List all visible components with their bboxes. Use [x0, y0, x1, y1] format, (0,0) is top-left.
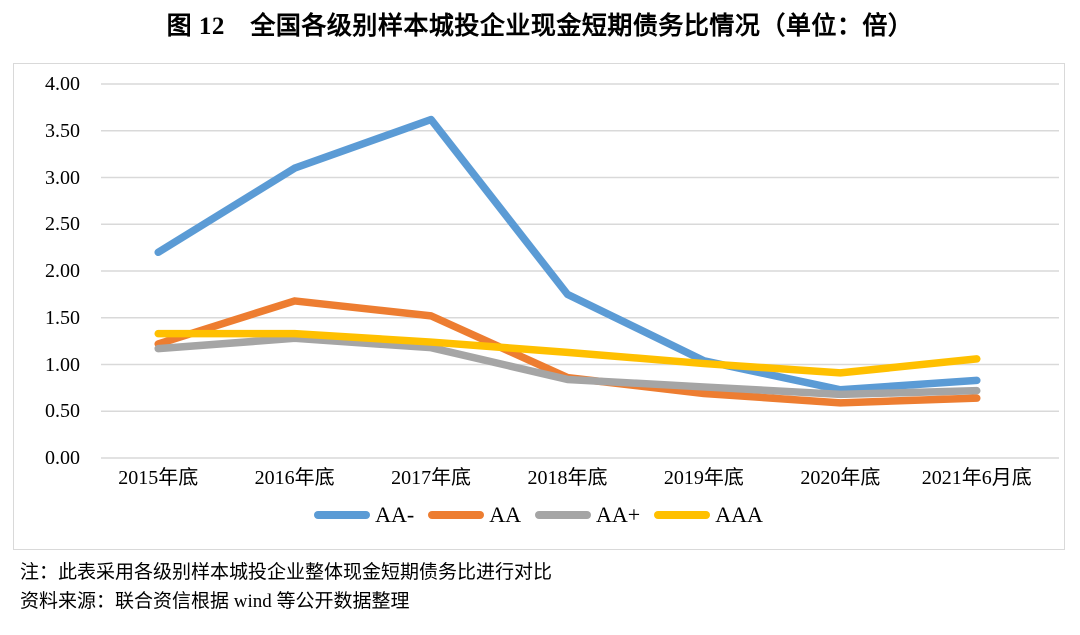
- line-chart: [101, 83, 1059, 459]
- legend-item: AA: [428, 502, 521, 528]
- x-tick-label: 2018年底: [527, 467, 608, 489]
- legend-swatch-icon: [314, 511, 371, 519]
- x-tick-label: 2020年底: [800, 467, 881, 489]
- series-line-aa-minus: [154, 115, 981, 394]
- chart-legend: AA- AA AA+ AAA: [14, 502, 1063, 528]
- legend-label: AA: [489, 502, 522, 527]
- legend-swatch-icon: [535, 511, 592, 519]
- x-tick-label: 2017年底: [391, 467, 472, 489]
- y-tick-label: 3.00: [45, 166, 80, 189]
- legend-item: AA+: [535, 502, 640, 528]
- legend-label: AA-: [375, 502, 415, 527]
- x-tick-label: 2015年底: [118, 467, 199, 489]
- y-tick-label: 2.50: [45, 213, 80, 236]
- legend-item: AAA: [654, 502, 763, 528]
- y-tick-label: 4.00: [45, 73, 80, 95]
- legend-label: AA+: [596, 502, 641, 527]
- legend-swatch-icon: [654, 511, 711, 519]
- legend-swatch-icon: [428, 511, 485, 519]
- y-tick-label: 1.00: [45, 353, 80, 376]
- y-tick-label: 3.50: [45, 119, 80, 142]
- chart-source-note: 资料来源：联合资信根据 wind 等公开数据整理: [20, 591, 410, 612]
- series-line-aaa: [154, 329, 981, 377]
- page-title: 图 12 全国各级别样本城投企业现金短期债务比情况（单位：倍）: [166, 13, 914, 40]
- legend-label: AAA: [715, 502, 763, 527]
- x-tick-label: 2016年底: [254, 467, 335, 489]
- line-chart-frame: 4.00 3.50 3.00 2.50 2.00 1.50 1.00 0.50 0.00 201…: [13, 63, 1065, 550]
- legend-item: AA-: [314, 502, 414, 528]
- y-tick-label: 1.50: [45, 306, 80, 329]
- y-tick-label: 2.00: [45, 260, 80, 282]
- series-line-aa-plus: [154, 334, 981, 399]
- chart-note: 注：此表采用各级别样本城投企业整体现金短期债务比进行对比: [20, 562, 553, 583]
- x-tick-label: 2021年6月底: [921, 467, 1032, 489]
- y-tick-label: 0.50: [45, 400, 80, 423]
- x-tick-label: 2019年底: [663, 467, 744, 489]
- y-tick-label: 0.00: [45, 447, 80, 469]
